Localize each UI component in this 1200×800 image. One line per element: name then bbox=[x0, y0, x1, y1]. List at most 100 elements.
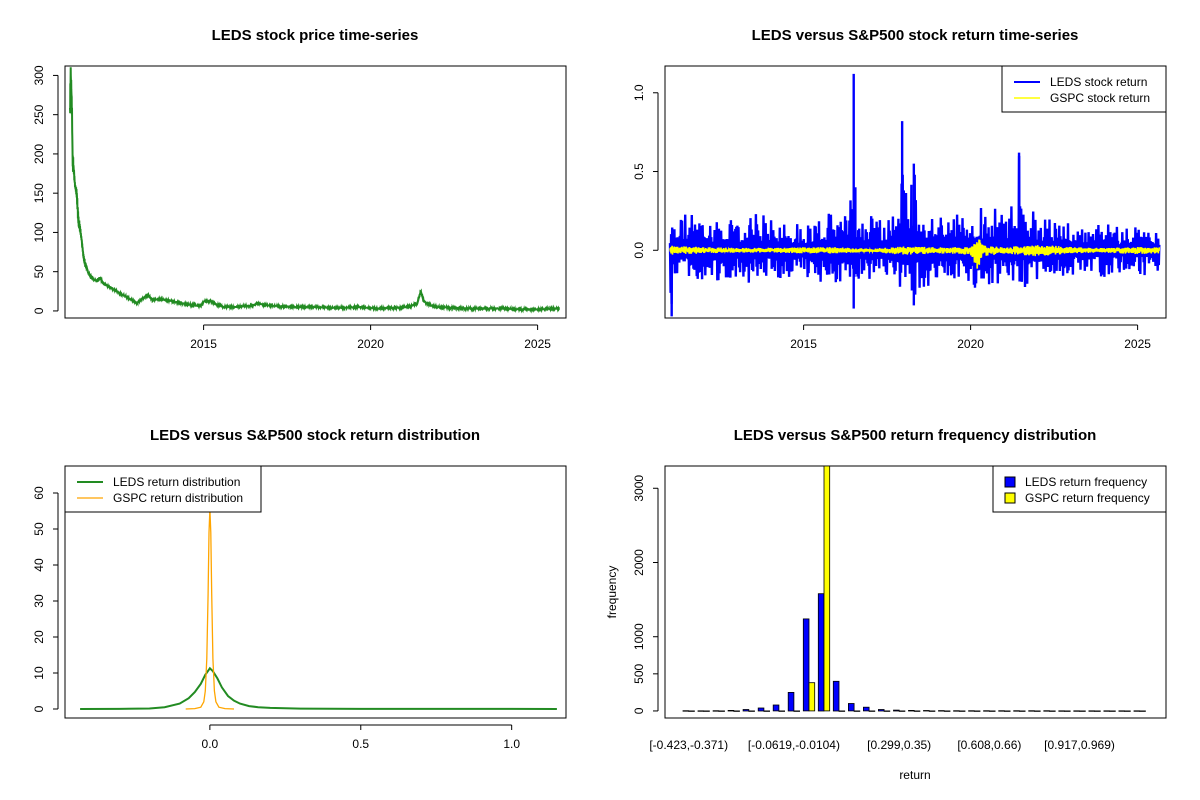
x-tick-label: 2020 bbox=[957, 337, 984, 351]
chart-title: LEDS versus S&P500 return frequency dist… bbox=[734, 427, 1097, 444]
chart-title: LEDS versus S&P500 stock return distribu… bbox=[150, 427, 480, 444]
leds-frequency-bar bbox=[863, 706, 870, 712]
leds-frequency-bar bbox=[1013, 710, 1020, 712]
leds-frequency-bar bbox=[1058, 710, 1065, 712]
leds-frequency-bar bbox=[727, 710, 735, 712]
leds-frequency-bar bbox=[817, 593, 825, 712]
leds-frequency-bar bbox=[832, 680, 840, 712]
gspc-frequency-bar bbox=[763, 710, 771, 712]
y-tick-label: 0 bbox=[32, 705, 46, 712]
gspc-frequency-bar bbox=[1094, 710, 1101, 712]
y-tick-label: 60 bbox=[32, 486, 46, 500]
leds-frequency-bar bbox=[953, 710, 960, 712]
gspc-frequency-bar bbox=[1064, 710, 1071, 712]
y-tick-label: 3000 bbox=[632, 475, 646, 502]
leds-frequency-bar bbox=[742, 709, 750, 712]
leds-frequency-bar bbox=[938, 710, 945, 712]
x-tick-label: [0.608,0.66) bbox=[957, 738, 1021, 752]
gspc-frequency-bar bbox=[883, 710, 891, 712]
gspc-frequency-bar bbox=[913, 710, 921, 712]
leds-frequency-bar bbox=[712, 710, 720, 712]
x-tick-label: 2025 bbox=[1124, 337, 1151, 351]
leds-frequency-bar bbox=[1073, 710, 1080, 712]
legend-label: LEDS return distribution bbox=[113, 475, 240, 489]
leds-frequency-bar bbox=[772, 704, 780, 712]
y-tick-label: 150 bbox=[32, 183, 46, 203]
leds-frequency-bar bbox=[697, 710, 705, 712]
x-tick-label: [-0.0619,-0.0104) bbox=[748, 738, 840, 752]
chart-title: LEDS stock price time-series bbox=[212, 27, 419, 44]
leds-frequency-bar bbox=[848, 703, 855, 712]
gspc-frequency-bar bbox=[703, 710, 710, 712]
gspc-frequency-bar bbox=[898, 710, 906, 712]
gspc-frequency-bar bbox=[1019, 710, 1026, 712]
y-tick-label: 300 bbox=[32, 65, 46, 85]
y-tick-label: 0.0 bbox=[632, 242, 646, 259]
legend-label: LEDS stock return bbox=[1050, 75, 1147, 89]
gspc-frequency-bar bbox=[838, 710, 846, 712]
y-tick-label: 40 bbox=[32, 558, 46, 572]
x-tick-label: [0.299,0.35) bbox=[867, 738, 931, 752]
y-tick-label: 0 bbox=[32, 307, 46, 314]
legend-swatch bbox=[1004, 492, 1016, 504]
leds-frequency-bar bbox=[923, 710, 930, 712]
gspc-frequency-bar bbox=[943, 710, 951, 712]
x-tick-label: [-0.423,-0.371) bbox=[649, 738, 728, 752]
y-tick-label: 1000 bbox=[632, 623, 646, 650]
panel-return-distribution: LEDS versus S&P500 stock return distribu… bbox=[32, 427, 567, 751]
legend-label: LEDS return frequency bbox=[1025, 475, 1147, 489]
gspc-frequency-bar bbox=[718, 710, 725, 712]
gspc-frequency-bar bbox=[1079, 710, 1086, 712]
y-tick-label: 20 bbox=[32, 630, 46, 644]
gspc-frequency-bar bbox=[688, 710, 695, 712]
x-tick-label: 2020 bbox=[357, 337, 384, 351]
leds-frequency-bar bbox=[1103, 710, 1111, 712]
leds-frequency-bar bbox=[1088, 710, 1096, 712]
leds-frequency-bar bbox=[1133, 710, 1141, 712]
y-tick-label: 50 bbox=[32, 265, 46, 279]
x-tick-label: 2015 bbox=[190, 337, 217, 351]
legend-label: GSPC return frequency bbox=[1025, 491, 1150, 505]
gspc-frequency-bar bbox=[778, 710, 786, 712]
x-axis-label: return bbox=[899, 768, 930, 782]
gspc-frequency-bar bbox=[1109, 710, 1116, 712]
gspc-frequency-bar bbox=[973, 710, 981, 712]
y-tick-label: 10 bbox=[32, 666, 46, 680]
y-axis-label: frequency bbox=[605, 566, 619, 619]
gspc-frequency-bar bbox=[1049, 710, 1056, 712]
gspc-frequency-bar bbox=[868, 710, 876, 712]
y-tick-label: 500 bbox=[632, 664, 646, 684]
y-tick-label: 2000 bbox=[632, 549, 646, 576]
plot-frame bbox=[664, 65, 1167, 319]
x-tick-label: 2015 bbox=[790, 337, 817, 351]
gspc-density-line bbox=[185, 509, 235, 710]
chart-title: LEDS versus S&P500 stock return time-ser… bbox=[752, 27, 1079, 44]
plot-frame bbox=[64, 65, 567, 319]
plot-frame bbox=[64, 465, 567, 719]
panel-price-timeseries: LEDS stock price time-series 0 50 100 150 20… bbox=[32, 27, 567, 351]
gspc-frequency-bar bbox=[808, 682, 816, 712]
legend-swatch bbox=[1004, 476, 1016, 488]
leds-frequency-bar bbox=[998, 710, 1005, 712]
leds-frequency-bar bbox=[1028, 710, 1035, 712]
leds-frequency-bar bbox=[893, 709, 900, 712]
price-series-line bbox=[69, 67, 561, 314]
x-tick-label: 2025 bbox=[524, 337, 551, 351]
gspc-frequency-bar bbox=[958, 710, 966, 712]
gspc-frequency-bar bbox=[823, 465, 831, 712]
gspc-return-line bbox=[669, 239, 1161, 269]
leds-frequency-bar bbox=[1118, 710, 1126, 712]
y-tick-label: 0 bbox=[632, 707, 646, 714]
gspc-frequency-bar bbox=[853, 710, 861, 712]
leds-frequency-bar bbox=[878, 709, 885, 712]
legend-box bbox=[64, 465, 262, 513]
y-tick-label: 1.0 bbox=[632, 84, 646, 101]
x-tick-label: 0.5 bbox=[352, 737, 369, 751]
legend-label: GSPC return distribution bbox=[113, 491, 243, 505]
leds-frequency-bar bbox=[983, 710, 990, 712]
y-tick-label: 100 bbox=[32, 222, 46, 242]
y-tick-label: 0.5 bbox=[632, 163, 646, 180]
x-tick-label: 1.0 bbox=[503, 737, 520, 751]
leds-frequency-bar bbox=[757, 707, 765, 712]
